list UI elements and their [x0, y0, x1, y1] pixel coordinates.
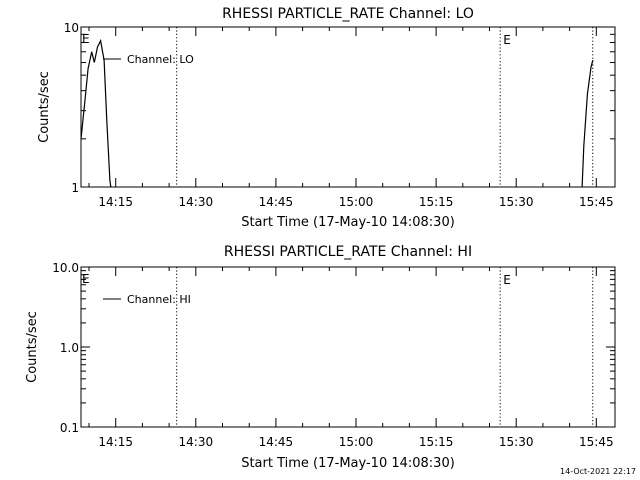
y-tick-label: 0.1: [60, 421, 79, 435]
edge-event-label: E: [82, 32, 90, 46]
x-axis-label: Start Time (17-May-10 14:08:30): [241, 215, 455, 230]
x-tick-label: 15:00: [339, 195, 374, 209]
x-tick-label: 14:45: [259, 435, 294, 449]
x-tick-label: 15:45: [579, 435, 614, 449]
series-line: [80, 38, 112, 188]
chart-title: RHESSI PARTICLE_RATE Channel: LO: [222, 6, 474, 22]
x-tick-label: 14:30: [179, 195, 214, 209]
lo-channel-panel: RHESSI PARTICLE_RATE Channel: LO 1 10 14:15…: [37, 6, 616, 230]
x-tick-label: 15:15: [419, 435, 454, 449]
plot-frame: [80, 26, 616, 188]
y-axis-label: Counts/sec: [25, 311, 40, 383]
x-tick-label: 14:45: [259, 195, 294, 209]
x-tick-label: 15:30: [499, 195, 534, 209]
x-tick-label: 14:15: [98, 195, 133, 209]
legend-entry: Channel: HI: [127, 293, 191, 306]
x-tick-label: 15:45: [579, 195, 614, 209]
y-tick-label: 10: [64, 21, 79, 35]
edge-event-label: E: [82, 272, 90, 286]
x-tick-label: 14:30: [179, 435, 214, 449]
x-tick-label: 14:15: [98, 435, 133, 449]
x-tick-label: 15:15: [419, 195, 454, 209]
chart-title: RHESSI PARTICLE_RATE Channel: HI: [224, 244, 472, 260]
y-axis-label: Counts/sec: [37, 71, 52, 143]
hi-channel-panel: RHESSI PARTICLE_RATE Channel: HI 0.1 1.0 10…: [25, 244, 616, 471]
y-tick-label: 10.0: [52, 261, 79, 275]
y-tick-label: 1: [71, 181, 79, 195]
x-tick-label: 15:00: [339, 435, 374, 449]
x-axis-label: Start Time (17-May-10 14:08:30): [241, 456, 455, 471]
y-tick-label: 1.0: [60, 341, 79, 355]
event-marker-label: E: [503, 273, 511, 287]
series-line: [581, 60, 594, 188]
x-tick-label: 15:30: [499, 435, 534, 449]
plot-frame: [80, 266, 616, 428]
event-marker-label: E: [503, 33, 511, 47]
footer-timestamp: 14-Oct-2021 22:17: [560, 467, 636, 476]
legend-entry: Channel: LO: [127, 53, 194, 66]
